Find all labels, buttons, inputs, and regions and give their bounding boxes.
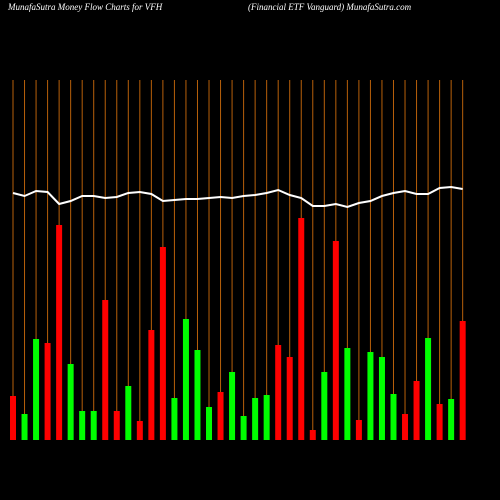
bar xyxy=(402,414,409,440)
bar xyxy=(263,395,270,440)
bar xyxy=(206,407,213,440)
bar xyxy=(182,319,189,440)
bar xyxy=(217,392,224,440)
bar xyxy=(56,225,63,440)
bar xyxy=(148,330,155,440)
bar xyxy=(229,372,236,440)
bar xyxy=(113,411,120,440)
bar xyxy=(252,398,259,440)
bar xyxy=(332,241,339,440)
chart-subtitle: (Financial ETF Vanguard) MunafaSutra.com xyxy=(248,2,412,12)
bar xyxy=(171,398,178,440)
bar xyxy=(194,350,201,440)
bar xyxy=(286,357,293,440)
bar xyxy=(33,339,40,440)
chart-title: MunafaSutra Money Flow Charts for VFH xyxy=(7,2,163,12)
bar xyxy=(367,352,374,440)
bar xyxy=(448,399,455,440)
bar xyxy=(44,343,51,440)
money-flow-line xyxy=(12,185,463,209)
bar xyxy=(436,404,443,440)
bar xyxy=(309,430,316,440)
bar xyxy=(378,357,385,440)
bar xyxy=(90,411,97,440)
bar xyxy=(321,372,328,440)
bar xyxy=(240,416,247,440)
bar xyxy=(275,345,282,440)
bar xyxy=(21,414,28,440)
bar xyxy=(125,386,132,440)
bar xyxy=(298,218,305,440)
bar xyxy=(459,321,466,440)
bar xyxy=(425,338,432,440)
bar xyxy=(344,348,351,440)
bar xyxy=(67,364,74,440)
bar xyxy=(136,421,143,440)
bar xyxy=(159,247,166,440)
bar xyxy=(102,300,109,440)
bar xyxy=(390,394,397,440)
bar xyxy=(413,381,420,440)
bar xyxy=(10,396,16,440)
bar xyxy=(79,411,86,440)
bar xyxy=(355,420,362,440)
